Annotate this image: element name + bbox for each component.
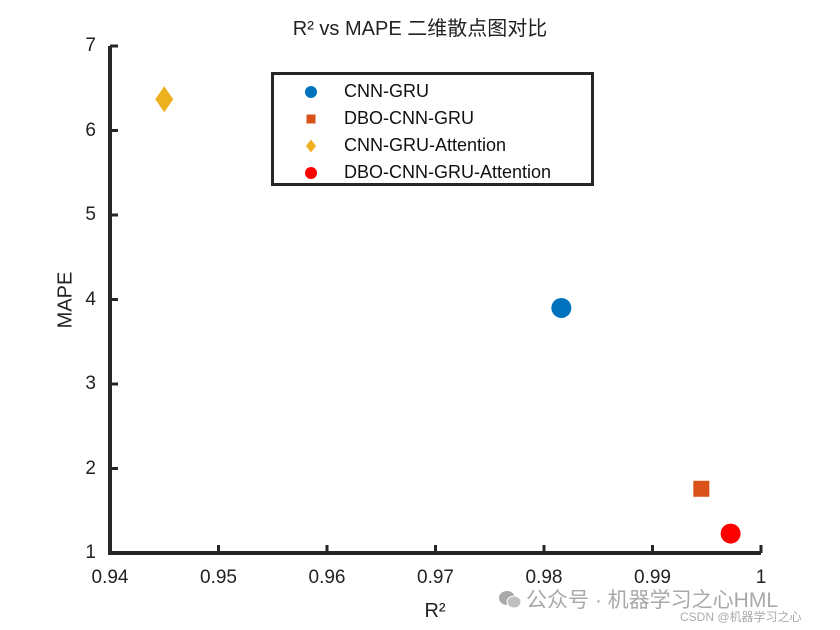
y-tick-label: 2	[85, 457, 96, 479]
wechat-icon	[499, 591, 522, 609]
chart-title: R² vs MAPE 二维散点图对比	[292, 18, 548, 40]
circle-marker-icon	[305, 167, 317, 179]
square-marker-icon	[306, 114, 316, 124]
y-tick-label: 4	[85, 288, 96, 310]
data-point-cnn-gru	[551, 297, 572, 318]
x-tick-label: 0.95	[200, 567, 237, 588]
watermark-csdn: CSDN @机器学习之心	[680, 610, 802, 624]
legend-item-cnn-gru: CNN-GRU	[274, 79, 591, 105]
legend: CNN-GRU DBO-CNN-GRU CNN-GRU-Attention DB…	[271, 72, 594, 186]
watermark-text: 公众号 · 机器学习之心HML	[526, 589, 778, 612]
x-tick-label: 1	[755, 567, 767, 588]
y-tick-label: 5	[85, 204, 96, 225]
x-tick-label: 0.98	[525, 567, 563, 588]
x-axis-label: R²	[424, 600, 446, 622]
data-point-cnn-gru-attention	[155, 86, 174, 113]
x-tick-label: 0.96	[308, 567, 346, 588]
legend-label: CNN-GRU	[344, 81, 429, 101]
axes	[108, 44, 763, 555]
y-tick-label: 6	[85, 119, 96, 141]
watermark: 公众号 · 机器学习之心HML	[498, 584, 778, 614]
legend-item-dbo-cnn-gru-attention: DBO-CNN-GRU-Attention	[274, 160, 591, 186]
legend-label: DBO-CNN-GRU	[344, 108, 474, 128]
x-tick-label: 0.97	[417, 567, 454, 588]
x-tick-label: 0.94	[91, 567, 129, 588]
data-point-dbo-cnn-gru	[693, 480, 710, 497]
y-tick-label: 1	[85, 542, 96, 563]
diamond-marker-icon	[306, 139, 316, 153]
legend-item-cnn-gru-attention: CNN-GRU-Attention	[274, 133, 591, 159]
legend-label: CNN-GRU-Attention	[344, 135, 507, 155]
y-tick-label: 3	[85, 373, 96, 394]
y-tick-label: 7	[85, 35, 96, 56]
data-points	[155, 86, 741, 544]
circle-marker-icon	[305, 86, 317, 98]
legend-item-dbo-cnn-gru: DBO-CNN-GRU	[274, 106, 591, 132]
data-point-dbo-cnn-gru-attention	[720, 523, 741, 544]
x-tick-label: 0.99	[634, 567, 671, 588]
legend-label: DBO-CNN-GRU-Attention	[344, 162, 552, 182]
